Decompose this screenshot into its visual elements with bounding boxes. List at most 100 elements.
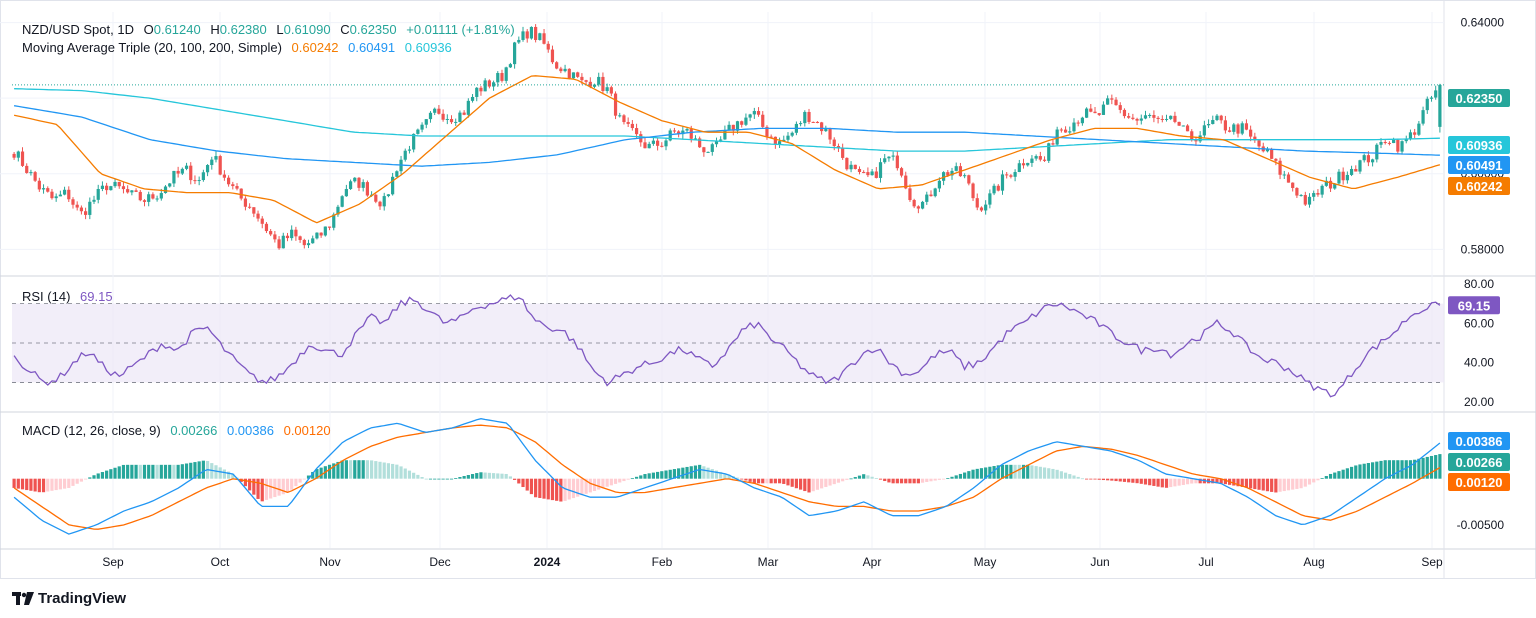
candle-body bbox=[799, 123, 803, 125]
macd-hist-bar bbox=[920, 478, 925, 483]
open-value: 0.61240 bbox=[153, 22, 201, 37]
macd-hist-bar bbox=[651, 472, 655, 479]
macd-hist-bar bbox=[1185, 478, 1190, 485]
macd-hist-bar bbox=[538, 478, 542, 498]
macd-tag: 0.00386 bbox=[1456, 434, 1503, 449]
macd-hist-bar bbox=[1354, 465, 1358, 479]
candle-body bbox=[290, 229, 294, 239]
macd-hist-bar bbox=[1215, 478, 1219, 484]
macd-hist-bar bbox=[1278, 478, 1282, 492]
candle-body bbox=[1354, 168, 1358, 172]
macd-hist-bar bbox=[1421, 457, 1425, 479]
rsi-legend-value: 69.15 bbox=[80, 289, 113, 304]
macd-hist-bar bbox=[12, 478, 16, 488]
close-value: 0.62350 bbox=[349, 22, 397, 37]
candle-body bbox=[1063, 129, 1068, 133]
candle-body bbox=[1341, 171, 1345, 181]
candle-body bbox=[437, 108, 441, 114]
macd-hist-bar bbox=[710, 469, 714, 479]
candle-body bbox=[609, 87, 613, 94]
macd-hist-bar bbox=[365, 460, 369, 479]
macd-hist-bar bbox=[1009, 464, 1013, 479]
macd-hist-bar bbox=[416, 474, 420, 479]
macd-hist-bar bbox=[845, 478, 849, 480]
macd-hist-bar bbox=[832, 478, 836, 485]
macd-hist-bar bbox=[803, 478, 807, 492]
macd-hist-bar bbox=[975, 468, 979, 479]
macd-hist-bar bbox=[84, 478, 88, 480]
macd-hist-bar bbox=[319, 467, 323, 479]
macd-hist-bar bbox=[437, 478, 441, 480]
macd-hist-bar bbox=[702, 466, 706, 479]
candle-body bbox=[685, 129, 689, 131]
candle-body bbox=[1379, 142, 1383, 145]
candle-body bbox=[348, 181, 353, 190]
macd-hist-bar bbox=[698, 464, 702, 479]
ma100-line bbox=[13, 105, 1440, 167]
macd-hist-bar bbox=[180, 464, 184, 479]
candle-body bbox=[895, 155, 899, 169]
candle-body bbox=[126, 189, 130, 193]
candle-body bbox=[180, 168, 184, 174]
candle-body bbox=[735, 121, 740, 131]
macd-hist-bar bbox=[534, 478, 538, 498]
macd-hist-bar bbox=[639, 475, 643, 479]
candle-body bbox=[887, 156, 891, 159]
macd-hist-bar bbox=[483, 472, 487, 479]
candle-body bbox=[264, 223, 269, 232]
candles bbox=[12, 24, 1442, 250]
macd-hist-bar bbox=[336, 461, 340, 479]
macd-hist-bar bbox=[971, 469, 975, 479]
macd-hist-bar bbox=[756, 478, 761, 484]
candle-body bbox=[866, 172, 870, 176]
x-tick-label: Dec bbox=[429, 555, 450, 569]
candle-body bbox=[1345, 174, 1349, 181]
candle-body bbox=[1408, 132, 1413, 140]
candle-body bbox=[1169, 115, 1173, 119]
macd-hist-bar bbox=[1345, 468, 1349, 479]
candle-body bbox=[761, 114, 765, 127]
macd-hist-bar bbox=[370, 460, 374, 479]
candle-body bbox=[193, 180, 197, 182]
macd-hist-bar bbox=[765, 478, 769, 484]
candle-body bbox=[916, 206, 920, 209]
candle-body bbox=[714, 140, 719, 145]
macd-hist-bar bbox=[908, 478, 912, 484]
tradingview-brand[interactable]: TradingView bbox=[12, 590, 126, 607]
candle-body bbox=[504, 67, 508, 81]
macd-hist-bar bbox=[609, 478, 613, 486]
macd-hist-bar bbox=[1169, 478, 1173, 488]
candle-body bbox=[1421, 110, 1425, 124]
macd-hist-bar bbox=[904, 478, 908, 484]
macd-hist-bar bbox=[1135, 478, 1139, 484]
candle-body bbox=[992, 185, 996, 194]
macd-hist-bar bbox=[706, 467, 710, 479]
macd-hist-bar bbox=[1286, 478, 1291, 491]
candle-body bbox=[1371, 159, 1375, 163]
candle-body bbox=[1185, 125, 1190, 132]
macd-hist-bar bbox=[100, 472, 105, 479]
candle-body bbox=[870, 171, 874, 176]
candle-body bbox=[88, 201, 92, 215]
candle-body bbox=[50, 191, 54, 199]
candle-body bbox=[391, 176, 395, 195]
candle-body bbox=[201, 172, 205, 181]
macd-hist-bar bbox=[668, 469, 672, 479]
candle-body bbox=[546, 43, 550, 50]
macd-hist-bar bbox=[269, 478, 273, 499]
candle-body bbox=[782, 139, 786, 142]
macd-hist-bar bbox=[126, 464, 130, 479]
macd-hist-bar bbox=[672, 469, 677, 479]
macd-hist-bar bbox=[184, 463, 189, 479]
candle-body bbox=[937, 180, 941, 189]
macd-hist-bar bbox=[984, 467, 988, 479]
candle-body bbox=[353, 177, 357, 182]
macd-hist-bar bbox=[327, 464, 332, 479]
candle-body bbox=[420, 124, 424, 130]
candle-body bbox=[1328, 180, 1333, 189]
macd-hist-bar bbox=[487, 472, 491, 479]
macd-hist-bar bbox=[96, 473, 100, 479]
macd-hist-bar bbox=[142, 464, 147, 479]
macd-hist-bar bbox=[740, 478, 744, 480]
candle-body bbox=[58, 194, 62, 197]
